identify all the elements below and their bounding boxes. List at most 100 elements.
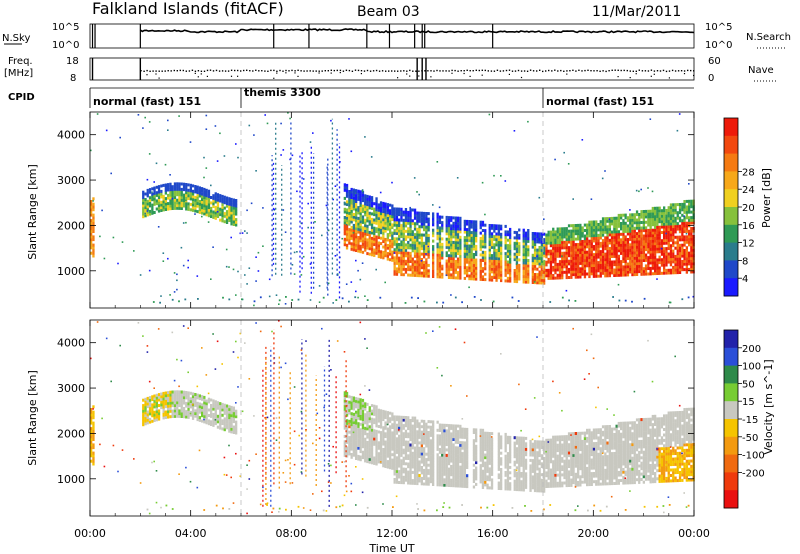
bottom-cell — [322, 296, 325, 299]
scatter-cell — [527, 250, 530, 254]
nave-point — [360, 73, 362, 75]
scatter-cell — [588, 242, 591, 246]
scatter-cell — [615, 230, 618, 234]
scatter-cell — [357, 422, 360, 426]
scatter-cell — [660, 258, 664, 262]
scatter-cell — [524, 250, 528, 254]
scatter-cell — [191, 395, 195, 399]
scatter-cell — [379, 450, 383, 454]
scatter-cell — [228, 205, 231, 209]
scatter-cell — [194, 395, 197, 399]
scatter-cell — [418, 233, 421, 237]
scatter-cell — [663, 217, 666, 221]
scatter-cell — [393, 242, 396, 246]
scatter-cell — [350, 425, 353, 429]
scatter-cell — [454, 224, 457, 228]
scatter-cell — [470, 244, 473, 248]
bottom-cell — [480, 299, 482, 301]
freq-point — [152, 70, 154, 72]
scatter-cell — [543, 251, 546, 255]
scatter-cell — [459, 241, 462, 245]
scatter-cell — [597, 223, 600, 226]
scatter-cell — [690, 265, 693, 269]
freq-point — [668, 70, 671, 72]
freq-point — [378, 70, 381, 72]
scatter-cell — [570, 262, 573, 266]
freq-point — [593, 70, 595, 72]
scatter-cell — [606, 244, 609, 248]
noise-cell — [266, 122, 269, 125]
scatter-cell — [509, 276, 512, 280]
nave-point — [566, 73, 568, 75]
scatter-cell — [389, 241, 392, 245]
scatter-cell — [386, 413, 389, 417]
scatter-cell — [416, 211, 419, 215]
scatter-cell — [393, 437, 396, 441]
noise-cell — [246, 232, 248, 234]
noise-cell — [302, 178, 305, 180]
scatter-cell — [180, 196, 183, 200]
freq-left-label: Freq. — [8, 56, 33, 67]
scatter-cell — [663, 263, 666, 267]
scatter-cell — [427, 272, 430, 275]
scatter-cell — [570, 259, 573, 263]
scatter-cell — [393, 267, 396, 271]
noise-cell — [302, 255, 305, 258]
nave-point — [155, 73, 157, 75]
noise-cell — [321, 327, 323, 330]
scatter-cell — [160, 209, 163, 212]
scatter-cell — [364, 232, 367, 236]
scatter-cell — [441, 237, 444, 241]
nave-point — [339, 72, 341, 74]
scatter-cell — [656, 225, 659, 229]
freq-point — [481, 69, 483, 71]
scatter-cell — [595, 239, 598, 243]
scatter-cell — [232, 414, 235, 418]
scatter-cell — [533, 264, 537, 268]
scatter-cell — [185, 410, 188, 414]
scatter-cell — [454, 262, 457, 266]
scatter-cell — [685, 238, 688, 242]
scatter-cell — [472, 272, 476, 275]
scatter-cell — [656, 228, 659, 232]
scatter-cell — [624, 229, 627, 233]
scatter-cell — [400, 478, 403, 482]
scatter-cell — [450, 254, 453, 258]
scatter-cell — [685, 246, 688, 250]
scatter-cell — [606, 252, 609, 256]
noise-cell — [334, 255, 337, 257]
scatter-cell — [468, 252, 471, 256]
scatter-cell — [389, 222, 392, 226]
bottom-cell — [354, 296, 357, 299]
scatter-cell — [400, 232, 403, 236]
scatter-cell — [595, 263, 598, 267]
scatter-cell — [522, 236, 525, 240]
scatter-cell — [355, 435, 358, 439]
scatter-cell — [352, 245, 355, 249]
freq-point — [300, 70, 302, 72]
scatter-cell — [649, 258, 652, 262]
scatter-cell — [343, 424, 346, 427]
scatter-cell — [368, 247, 371, 251]
scatter-cell — [658, 212, 661, 216]
scatter-cell — [597, 239, 600, 243]
scatter-cell — [402, 456, 405, 460]
scatter-cell — [201, 200, 204, 204]
bottom-cell — [404, 302, 407, 304]
scatter-cell — [533, 245, 537, 249]
scatter-cell — [667, 268, 670, 272]
scatter-cell — [463, 227, 466, 231]
scatter-cell — [413, 238, 417, 242]
noise-right-tick-top: 10^5 — [705, 22, 732, 33]
scatter-cell — [438, 234, 442, 238]
scatter-cell — [629, 265, 632, 269]
scatter-cell — [418, 241, 421, 245]
scatter-cell — [445, 237, 448, 241]
scatter-cell — [157, 417, 161, 421]
scatter-cell — [690, 237, 693, 241]
colorbar-tick-label-0: 4 — [742, 274, 748, 285]
scatter-cell — [203, 193, 206, 197]
scatter-cell — [191, 198, 195, 201]
nave-point — [397, 77, 399, 79]
bottom-cell — [241, 298, 243, 301]
